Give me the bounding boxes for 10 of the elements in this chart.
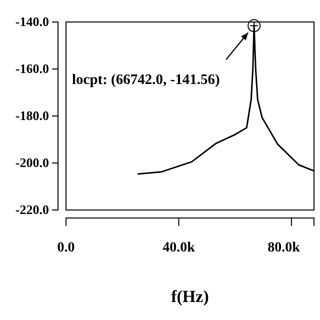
y-tick-label: -180.0: [15, 108, 49, 124]
x-tick-label: 0.0: [57, 240, 75, 256]
x-axis-title: f(Hz): [171, 287, 209, 306]
y-tick-label: -140.0: [15, 14, 49, 30]
x-tick-label: 80.0k: [268, 240, 300, 256]
y-tick-label: -220.0: [15, 202, 49, 218]
y-tick-label: -200.0: [15, 155, 49, 170]
annotation: locpt: (66742.0, -141.56): [72, 72, 220, 88]
y-tick-label: -160.0: [15, 61, 49, 76]
x-tick-label: 40.0k: [162, 240, 196, 256]
